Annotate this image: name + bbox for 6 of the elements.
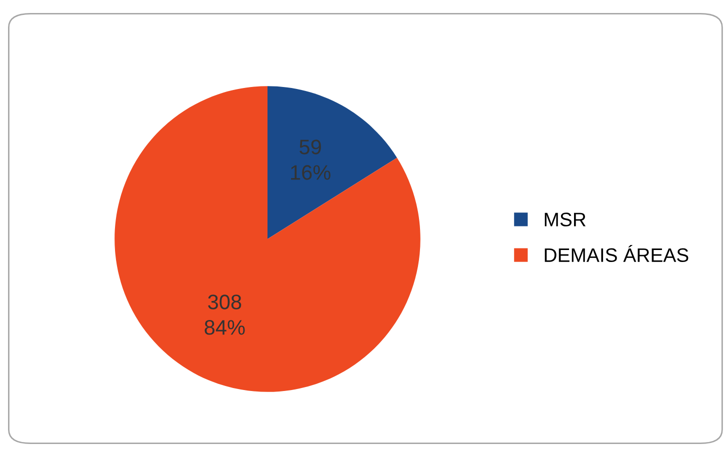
legend-label: MSR [544, 212, 586, 226]
pie-slice [114, 86, 420, 392]
data-label: 59 16% [291, 140, 330, 180]
pie-slice [268, 86, 397, 239]
legend-label: DEMAIS ÁREAS [544, 244, 688, 262]
data-label: 308 84% [204, 294, 245, 335]
